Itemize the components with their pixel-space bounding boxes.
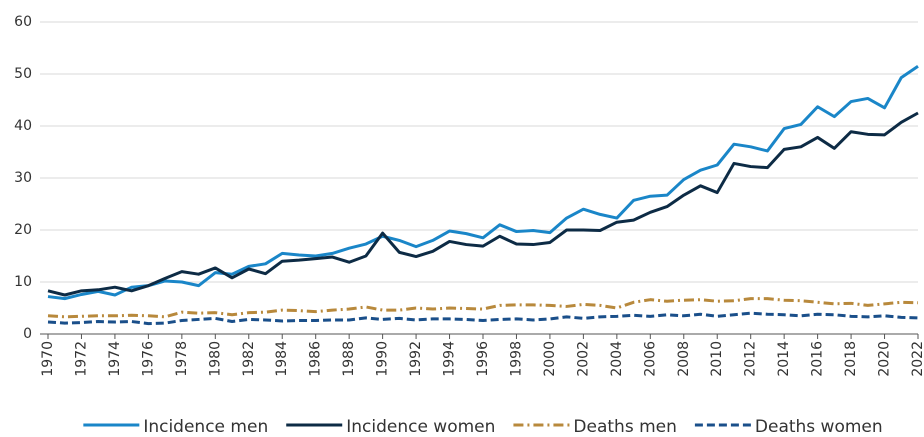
x-tick-label: 2000 (542, 341, 558, 377)
y-tick-label: 50 (14, 66, 32, 82)
x-tick-label: 1992 (408, 341, 424, 377)
x-tick-label: 1978 (174, 341, 190, 377)
x-tick-label: 2016 (810, 341, 826, 377)
x-tick-label: 2020 (877, 341, 893, 377)
series-line (47, 111, 919, 297)
x-tick-label: 2008 (676, 341, 692, 377)
x-tick-label: 1970 (40, 341, 56, 377)
y-tick-label: 10 (14, 274, 32, 290)
series-line (47, 64, 919, 301)
x-tick-label: 2002 (575, 341, 591, 377)
series-line (47, 297, 919, 319)
x-tick-label: 1980 (207, 341, 223, 377)
y-tick-label: 40 (14, 118, 32, 134)
x-tick-label: 2022 (910, 341, 924, 377)
x-tick-label: 1990 (375, 341, 391, 377)
x-tick-label: 1976 (140, 341, 156, 377)
x-tick-label: 2004 (609, 341, 625, 377)
y-tick-label: 30 (14, 170, 32, 186)
x-tick-label: 1986 (308, 341, 324, 377)
x-tick-label: 2010 (709, 341, 725, 377)
x-tick-label: 1982 (241, 341, 257, 377)
x-tick-label: 1998 (508, 341, 524, 377)
x-tick-label: 2018 (843, 341, 859, 377)
x-tick-label: 2012 (743, 341, 759, 377)
legend-label: Deaths women (755, 417, 883, 437)
series-line (47, 311, 919, 326)
x-tick-label: 1988 (341, 341, 357, 377)
y-tick-label: 60 (14, 14, 32, 30)
y-tick-label: 0 (23, 326, 32, 342)
x-tick-label: 1972 (73, 341, 89, 377)
x-tick-label: 2006 (642, 341, 658, 377)
x-tick-label: 1984 (274, 341, 290, 377)
legend-label: Deaths men (573, 417, 676, 437)
x-tick-label: 2014 (776, 341, 792, 377)
x-tick-label: 1996 (475, 341, 491, 377)
x-tick-label: 1974 (107, 341, 123, 377)
y-tick-label: 20 (14, 222, 32, 238)
legend-label: Incidence women (346, 417, 495, 437)
x-tick-label: 1994 (442, 341, 458, 377)
legend-label: Incidence men (143, 417, 268, 437)
